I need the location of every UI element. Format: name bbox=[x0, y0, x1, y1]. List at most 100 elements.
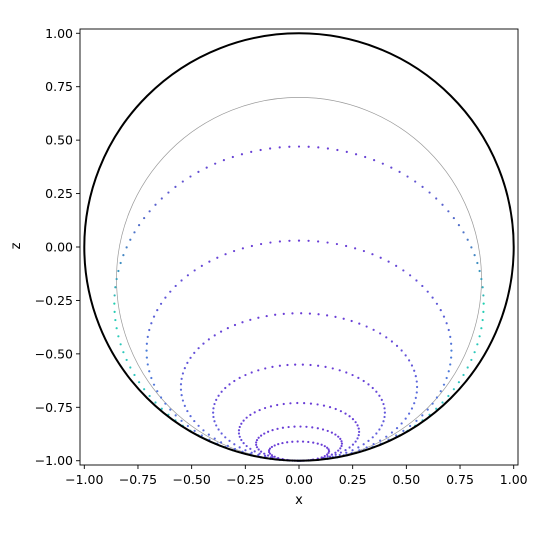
data-point bbox=[323, 454, 326, 458]
data-point bbox=[269, 241, 272, 244]
data-point bbox=[145, 342, 148, 345]
data-point bbox=[213, 334, 216, 337]
data-point bbox=[330, 431, 333, 434]
data-point bbox=[186, 409, 189, 413]
data-point bbox=[259, 434, 263, 437]
data-point bbox=[415, 279, 418, 282]
data-point bbox=[301, 363, 304, 366]
data-point bbox=[421, 414, 424, 417]
data-point bbox=[212, 415, 215, 419]
data-point bbox=[473, 351, 476, 354]
data-point bbox=[408, 412, 411, 415]
data-point bbox=[224, 253, 227, 256]
data-point bbox=[212, 407, 215, 410]
data-point bbox=[267, 430, 270, 433]
data-point bbox=[274, 313, 277, 316]
data-point bbox=[268, 447, 272, 450]
data-point bbox=[288, 145, 291, 148]
data-point bbox=[137, 381, 141, 384]
data-point bbox=[344, 449, 347, 452]
data-point bbox=[390, 431, 394, 434]
data-point bbox=[242, 419, 245, 422]
x-axis-label: x bbox=[295, 493, 303, 508]
data-point bbox=[268, 452, 272, 455]
data-point bbox=[207, 338, 210, 341]
data-point bbox=[334, 315, 337, 318]
data-point bbox=[233, 379, 236, 383]
data-point bbox=[445, 376, 448, 380]
data-point bbox=[414, 180, 417, 183]
data-point bbox=[382, 420, 385, 423]
data-point bbox=[320, 443, 323, 446]
data-point bbox=[480, 327, 483, 330]
data-point bbox=[129, 366, 132, 369]
data-point bbox=[380, 398, 383, 401]
data-point bbox=[326, 455, 329, 458]
data-point bbox=[231, 155, 234, 159]
data-point bbox=[354, 421, 357, 424]
data-point bbox=[213, 420, 216, 423]
data-point bbox=[435, 197, 438, 200]
data-point bbox=[249, 447, 252, 450]
data-point bbox=[402, 269, 405, 272]
data-point bbox=[441, 203, 444, 206]
data-point bbox=[317, 313, 320, 316]
data-point bbox=[326, 241, 329, 244]
data-point bbox=[357, 376, 360, 379]
data-point bbox=[383, 407, 386, 410]
data-point bbox=[154, 401, 157, 404]
data-point bbox=[356, 424, 359, 427]
data-point bbox=[482, 294, 485, 297]
data-point bbox=[317, 146, 320, 149]
data-point bbox=[395, 427, 399, 430]
series-1 bbox=[113, 145, 485, 462]
data-point bbox=[233, 443, 236, 446]
data-point bbox=[470, 246, 473, 249]
data-point bbox=[324, 365, 327, 368]
data-point bbox=[197, 347, 200, 350]
data-point bbox=[267, 454, 270, 457]
data-point bbox=[372, 443, 375, 446]
data-point bbox=[371, 436, 374, 439]
guide-circle bbox=[116, 97, 482, 462]
data-point bbox=[265, 314, 268, 318]
data-point bbox=[316, 427, 319, 430]
x-tick-label: −0.50 bbox=[172, 472, 210, 487]
data-point bbox=[357, 446, 360, 449]
data-point bbox=[282, 312, 285, 315]
data-point bbox=[119, 261, 122, 265]
data-point bbox=[238, 446, 241, 449]
plot-frame bbox=[79, 28, 519, 466]
data-point bbox=[303, 402, 306, 405]
data-point bbox=[473, 253, 476, 257]
data-point bbox=[197, 424, 200, 427]
data-point bbox=[476, 261, 479, 265]
data-point bbox=[137, 223, 141, 227]
data-point bbox=[240, 153, 244, 156]
data-point bbox=[449, 335, 452, 338]
data-point bbox=[117, 335, 120, 338]
data-point bbox=[169, 290, 172, 293]
data-point bbox=[375, 390, 378, 393]
data-point bbox=[379, 439, 382, 442]
x-tick-label: 0.50 bbox=[392, 472, 420, 487]
data-point bbox=[152, 383, 156, 386]
data-point bbox=[193, 351, 196, 355]
data-point bbox=[345, 371, 348, 374]
data-point bbox=[200, 434, 203, 437]
data-point bbox=[431, 296, 434, 299]
data-point bbox=[215, 398, 218, 401]
data-point bbox=[367, 383, 370, 386]
data-point bbox=[169, 408, 172, 411]
data-point bbox=[259, 242, 263, 246]
data-point bbox=[226, 444, 229, 447]
data-point bbox=[334, 453, 337, 456]
data-point bbox=[362, 379, 365, 383]
data-point bbox=[281, 426, 285, 429]
data-point bbox=[482, 310, 485, 313]
data-point bbox=[447, 328, 450, 332]
data-point bbox=[250, 150, 253, 153]
data-point bbox=[371, 253, 374, 256]
data-point bbox=[287, 425, 290, 429]
